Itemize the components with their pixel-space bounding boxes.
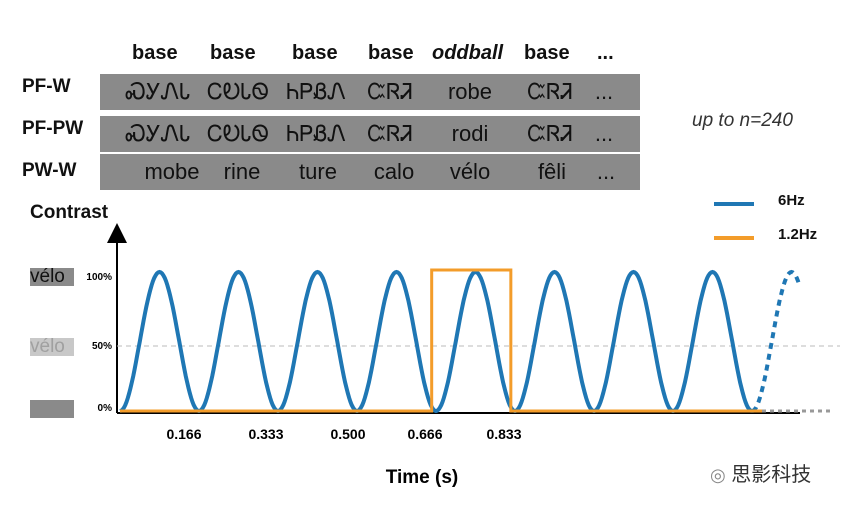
stimulus-cell: ᏨᏒᏘ xyxy=(367,121,413,146)
col-header-ellipsis: ... xyxy=(597,42,614,64)
stimulus-cell: ᏟᎧᏓᏫ xyxy=(207,121,269,146)
stimulus-cell: ᏨᏒᏘ xyxy=(527,121,573,146)
stimulus-cell-oddball: robe xyxy=(447,79,493,104)
row-label-pf-w: PF-W xyxy=(22,76,71,97)
stimulus-cell-oddball: rodi xyxy=(451,121,489,146)
stimulus-cell: mobe xyxy=(144,159,200,184)
x-tick: 0.500 xyxy=(330,426,365,442)
contrast-half-example: vélo xyxy=(30,337,74,356)
stimulus-cell: ᏍᎩᏁᏓ xyxy=(125,79,191,104)
stimulus-cell: ᏨᏒᏘ xyxy=(527,79,573,104)
legend-label-6hz: 6Hz xyxy=(778,192,805,209)
stimulus-cell: ᏨᏒᏘ xyxy=(367,79,413,104)
stimulus-cell: ᏍᎩᏁᏓ xyxy=(125,121,191,146)
row-label-pw-w: PW-W xyxy=(22,160,77,181)
stimulus-cell: calo xyxy=(373,159,415,184)
col-header-4: base xyxy=(368,42,414,64)
x-tick: 0.833 xyxy=(486,426,521,442)
sample-size-note: up to n=240 xyxy=(692,110,793,131)
contrast-zero-example xyxy=(30,400,74,418)
stimulus-cell-ellipsis: ... xyxy=(594,79,614,104)
stimulus-row-pf-pw: ᏍᎩᏁᏓ ᏟᎧᏓᏫ ᏂᏢᏰᏁ ᏨᏒᏘ rodi ᏨᏒᏘ ... xyxy=(100,116,640,152)
legend-swatch-6hz xyxy=(714,202,754,206)
row-label-pf-pw: PF-PW xyxy=(22,118,84,139)
stimulus-cell-oddball: vélo xyxy=(449,159,491,184)
x-axis-label: Time (s) xyxy=(386,467,459,488)
stimulus-cell-ellipsis: ... xyxy=(596,159,616,184)
col-header-3: base xyxy=(292,42,338,64)
col-header-oddball: oddball xyxy=(432,42,504,64)
x-tick: 0.666 xyxy=(407,426,442,442)
series-6hz-continuation xyxy=(751,269,802,413)
stimulus-cell-ellipsis: ... xyxy=(594,121,614,146)
y-axis-label: Contrast xyxy=(30,202,109,223)
col-header-1: base xyxy=(132,42,178,64)
watermark-text: 思影科技 xyxy=(731,464,812,486)
watermark-logo: ◎ 思影科技 xyxy=(710,458,811,487)
y-tick-0: 0% xyxy=(98,403,113,414)
stimulus-cell: rine xyxy=(223,159,261,184)
col-header-2: base xyxy=(210,42,256,64)
stimulus-cell: ᏂᏢᏰᏁ xyxy=(286,121,346,146)
stimulus-row-pf-w: ᏍᎩᏁᏓ ᏟᎧᏓᏫ ᏂᏢᏰᏁ ᏨᏒᏘ robe ᏨᏒᏘ ... xyxy=(100,74,640,110)
y-tick-100: 100% xyxy=(86,272,112,283)
stimulus-cell: ture xyxy=(299,159,337,184)
stimulus-cell: ᏂᏢᏰᏁ xyxy=(286,79,346,104)
x-tick: 0.333 xyxy=(248,426,283,442)
legend-swatch-1-2hz xyxy=(714,236,754,240)
series-6hz-line xyxy=(119,269,753,414)
legend-label-1-2hz: 1.2Hz xyxy=(778,226,818,243)
stimulus-cell: fêli xyxy=(537,159,567,184)
wechat-icon: ◎ xyxy=(710,465,726,485)
stimulus-cell: ᏟᎧᏓᏫ xyxy=(207,79,269,104)
stimulus-row-pw-w: mobe rine ture calo vélo fêli ... xyxy=(100,154,640,190)
series-1-2hz-line xyxy=(120,268,762,413)
y-tick-50: 50% xyxy=(92,341,112,352)
x-tick: 0.166 xyxy=(166,426,201,442)
col-header-6: base xyxy=(524,42,570,64)
contrast-full-example: vélo xyxy=(30,267,74,286)
